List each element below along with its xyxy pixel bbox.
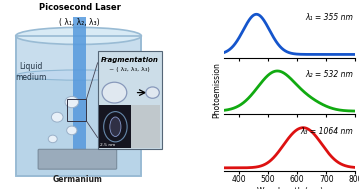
Circle shape <box>65 96 79 108</box>
Text: λ₃ = 1064 nm: λ₃ = 1064 nm <box>300 127 353 136</box>
X-axis label: Wavelength (nm): Wavelength (nm) <box>257 187 323 189</box>
Text: ~ ( λ₂, λ₃, λ₃): ~ ( λ₂, λ₃, λ₃) <box>109 67 150 72</box>
Circle shape <box>102 82 127 103</box>
FancyBboxPatch shape <box>38 149 117 169</box>
Text: Picosecond Laser: Picosecond Laser <box>39 3 121 12</box>
FancyBboxPatch shape <box>74 17 86 150</box>
Text: ( λ₁, λ₂, λ₃): ( λ₁, λ₂, λ₃) <box>59 18 100 27</box>
FancyBboxPatch shape <box>99 105 131 148</box>
Circle shape <box>48 135 57 143</box>
FancyBboxPatch shape <box>17 74 140 175</box>
Ellipse shape <box>110 117 121 136</box>
Y-axis label: Photoemission: Photoemission <box>213 62 222 118</box>
Text: 2.5 nm: 2.5 nm <box>100 143 115 147</box>
FancyBboxPatch shape <box>131 105 160 148</box>
Circle shape <box>146 87 159 98</box>
FancyBboxPatch shape <box>98 51 162 149</box>
Text: λ₂ = 532 nm: λ₂ = 532 nm <box>305 70 353 79</box>
Ellipse shape <box>17 70 140 80</box>
Text: Germanium: Germanium <box>52 175 102 184</box>
Text: Fragmentation: Fragmentation <box>101 57 159 63</box>
FancyBboxPatch shape <box>16 36 141 176</box>
Text: Liquid
medium: Liquid medium <box>16 62 47 81</box>
Text: λ₁ = 355 nm: λ₁ = 355 nm <box>305 13 353 22</box>
Circle shape <box>51 112 63 122</box>
Circle shape <box>67 126 77 135</box>
Ellipse shape <box>16 27 141 44</box>
